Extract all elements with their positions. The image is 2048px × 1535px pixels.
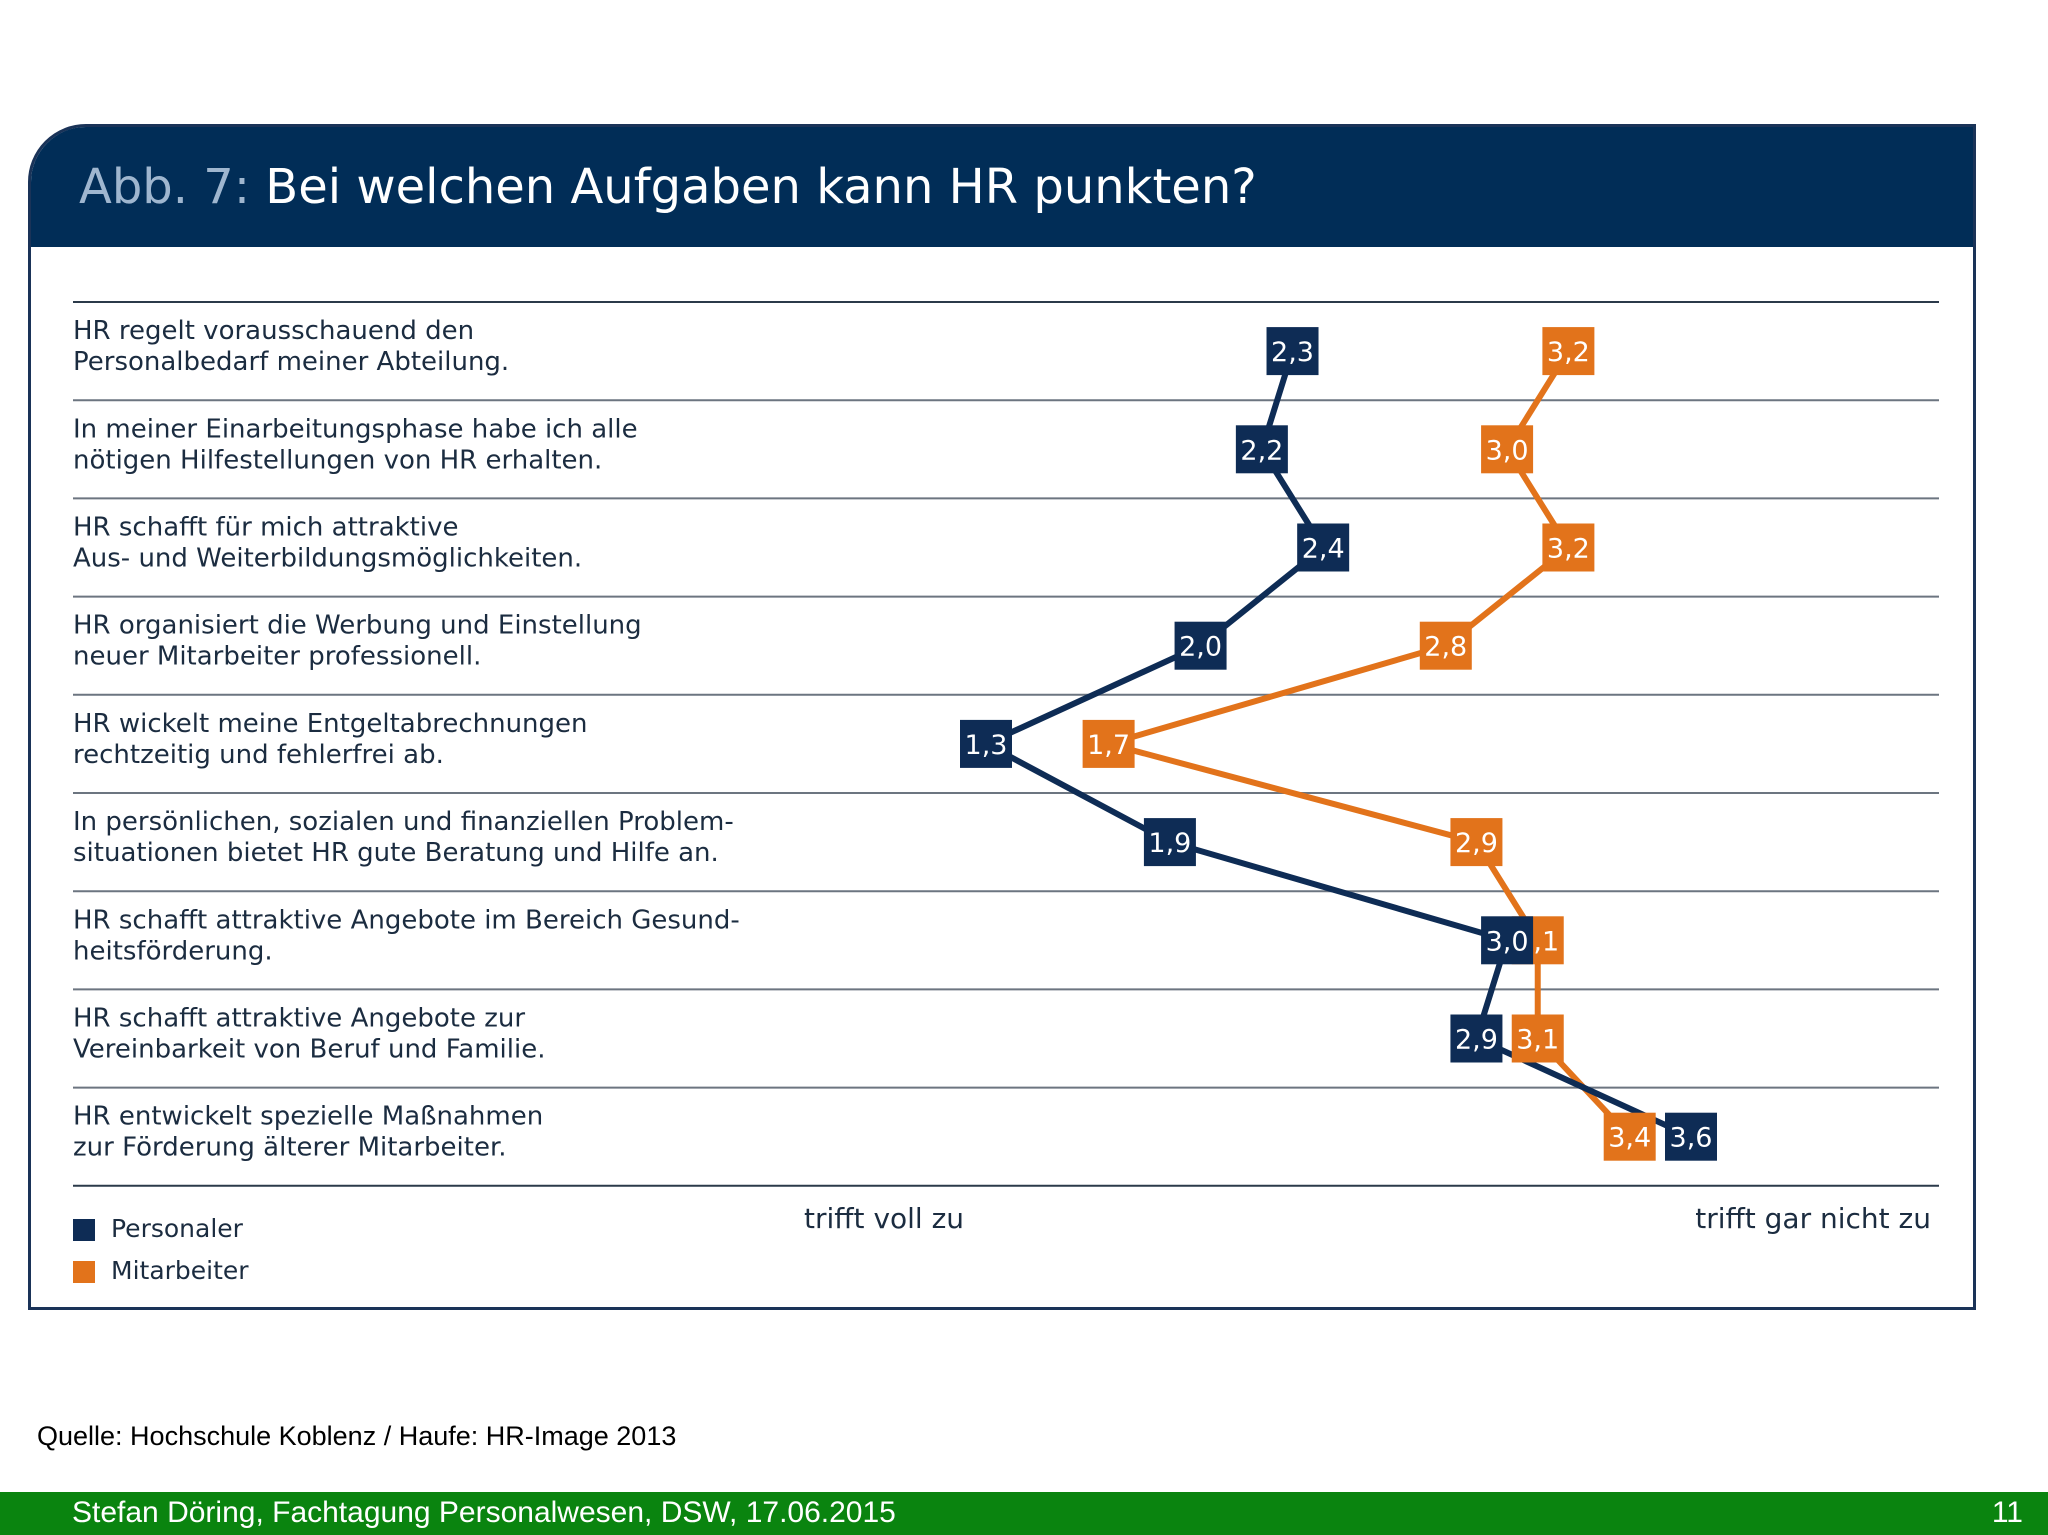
- point-marker-mitarbeiter: [1419, 621, 1472, 670]
- category-label-line: HR schafft attraktive Angebote im Bereic…: [73, 905, 740, 935]
- data-label-personaler: 3,6: [1670, 1123, 1713, 1154]
- category-label-line: HR schafft attraktive Angebote zur: [73, 1004, 525, 1034]
- data-label-mitarbeiter: 3,4: [1608, 1123, 1651, 1154]
- category-label-line: Vereinbarkeit von Beruf und Familie.: [73, 1035, 545, 1065]
- data-label-personaler: 2,2: [1240, 435, 1283, 466]
- figure-title: Abb. 7: Bei welchen Aufgaben kann HR pun…: [79, 159, 1257, 215]
- category-label: HR wickelt meine Entgeltabrechnungen rech…: [73, 709, 588, 770]
- point-marker-personaler: [960, 719, 1012, 768]
- x-right-label: trifft gar nicht zu: [1695, 1202, 1931, 1235]
- category-label-line: neuer Mitarbeiter professionell.: [73, 642, 481, 672]
- footer-text: Stefan Döring, Fachtagung Personalwesen,…: [72, 1496, 896, 1529]
- category-label-line: heitsförderung.: [73, 936, 273, 966]
- category-label-line: rechtzeitig und fehlerfrei ab.: [73, 740, 444, 770]
- data-label-mitarbeiter: 2,8: [1424, 632, 1467, 663]
- legend-item-mitarbeiter: Mitarbeiter: [73, 1256, 473, 1290]
- data-label-personaler: 3,0: [1486, 926, 1529, 957]
- point-marker-personaler: [1297, 523, 1350, 572]
- category-label-line: situationen bietet HR gute Beratung und …: [73, 838, 719, 868]
- point-marker-mitarbeiter: [1542, 523, 1595, 572]
- data-label-personaler: 2,4: [1302, 534, 1345, 565]
- category-label-line: Aus- und Weiterbildungsmöglichkeiten.: [73, 544, 582, 574]
- category-label-line: HR entwickelt spezielle Maßnahmen: [73, 1102, 543, 1132]
- legend-label-personaler: Personaler: [111, 1214, 243, 1243]
- legend-label-mitarbeiter: Mitarbeiter: [111, 1256, 249, 1285]
- figure-title-text: Bei welchen Aufgaben kann HR punkten?: [265, 159, 1257, 215]
- category-label-line: In meiner Einarbeitungsphase habe ich al…: [73, 414, 638, 444]
- category-label: HR schafft attraktive Angebote im Bereic…: [73, 905, 740, 966]
- point-marker-personaler: [1266, 327, 1319, 376]
- category-label: HR entwickelt spezielle Maßnahmen zur För…: [73, 1102, 543, 1163]
- category-label: HR schafft attraktive Angebote zur Verein…: [73, 1004, 545, 1065]
- category-label: HR regelt vorausschauend den Personalbeda…: [73, 316, 509, 377]
- data-label-personaler: 2,0: [1179, 632, 1222, 663]
- point-marker-personaler: [1481, 916, 1534, 965]
- point-marker-mitarbeiter: [1511, 1014, 1564, 1063]
- data-label-personaler: 1,3: [965, 730, 1008, 761]
- figure-header: Abb. 7: Bei welchen Aufgaben kann HR pun…: [31, 127, 1973, 247]
- chart: HR regelt vorausschauend den Personalbeda…: [73, 301, 1939, 1187]
- figure-panel: Abb. 7: Bei welchen Aufgaben kann HR pun…: [28, 124, 1976, 1310]
- category-label-line: HR regelt vorausschauend den: [73, 316, 474, 346]
- category-label: HR organisiert die Werbung und Einstellu…: [73, 611, 642, 672]
- data-label-mitarbeiter: 3,2: [1547, 534, 1590, 565]
- footer-bar: Stefan Döring, Fachtagung Personalwesen,…: [0, 1492, 2048, 1535]
- category-label: In meiner Einarbeitungsphase habe ich al…: [73, 414, 638, 475]
- category-label-line: HR schafft für mich attraktive: [73, 513, 458, 543]
- point-marker-personaler: [1235, 425, 1288, 474]
- point-marker-personaler: [1174, 621, 1227, 670]
- page-number: 11: [1991, 1496, 2023, 1529]
- point-marker-mitarbeiter: [1082, 719, 1135, 768]
- figure-title-prefix: Abb. 7:: [79, 159, 250, 215]
- legend-swatch-personaler: [73, 1219, 95, 1241]
- category-label: HR schafft für mich attraktive Aus- und W…: [73, 513, 582, 574]
- data-label-mitarbeiter: 3,0: [1486, 435, 1529, 466]
- category-label-line: HR wickelt meine Entgeltabrechnungen: [73, 709, 588, 739]
- category-label-line: Personalbedarf meiner Abteilung.: [73, 347, 509, 377]
- data-label-mitarbeiter: 1,7: [1087, 730, 1130, 761]
- point-marker-mitarbeiter: [1603, 1112, 1656, 1161]
- category-label-line: zur Förderung älterer Mitarbeiter.: [73, 1133, 507, 1163]
- category-label-line: HR organisiert die Werbung und Einstellu…: [73, 611, 642, 641]
- point-marker-personaler: [1143, 818, 1196, 867]
- data-label-personaler: 1,9: [1148, 828, 1191, 859]
- data-label-mitarbeiter: 3,1: [1516, 1025, 1559, 1056]
- source-note: Quelle: Hochschule Koblenz / Haufe: HR-I…: [37, 1421, 677, 1451]
- point-marker-mitarbeiter: [1450, 818, 1503, 867]
- legend-item-personaler: Personaler: [73, 1214, 473, 1248]
- data-label-personaler: 2,3: [1271, 337, 1314, 368]
- point-marker-personaler: [1450, 1014, 1503, 1063]
- data-label-personaler: 2,9: [1455, 1025, 1498, 1056]
- category-label-line: nötigen Hilfestellungen von HR erhalten.: [73, 445, 602, 475]
- x-left-label: trifft voll zu: [804, 1202, 965, 1235]
- point-marker-mitarbeiter: [1542, 327, 1595, 376]
- point-marker-mitarbeiter: [1481, 425, 1534, 474]
- category-label: In persönlichen, sozialen und finanziell…: [73, 807, 734, 868]
- point-marker-personaler: [1665, 1112, 1717, 1161]
- category-label-line: In persönlichen, sozialen und finanziell…: [73, 807, 734, 837]
- legend-swatch-mitarbeiter: [73, 1261, 95, 1283]
- data-label-mitarbeiter: 2,9: [1455, 828, 1498, 859]
- data-label-mitarbeiter: 3,2: [1547, 337, 1590, 368]
